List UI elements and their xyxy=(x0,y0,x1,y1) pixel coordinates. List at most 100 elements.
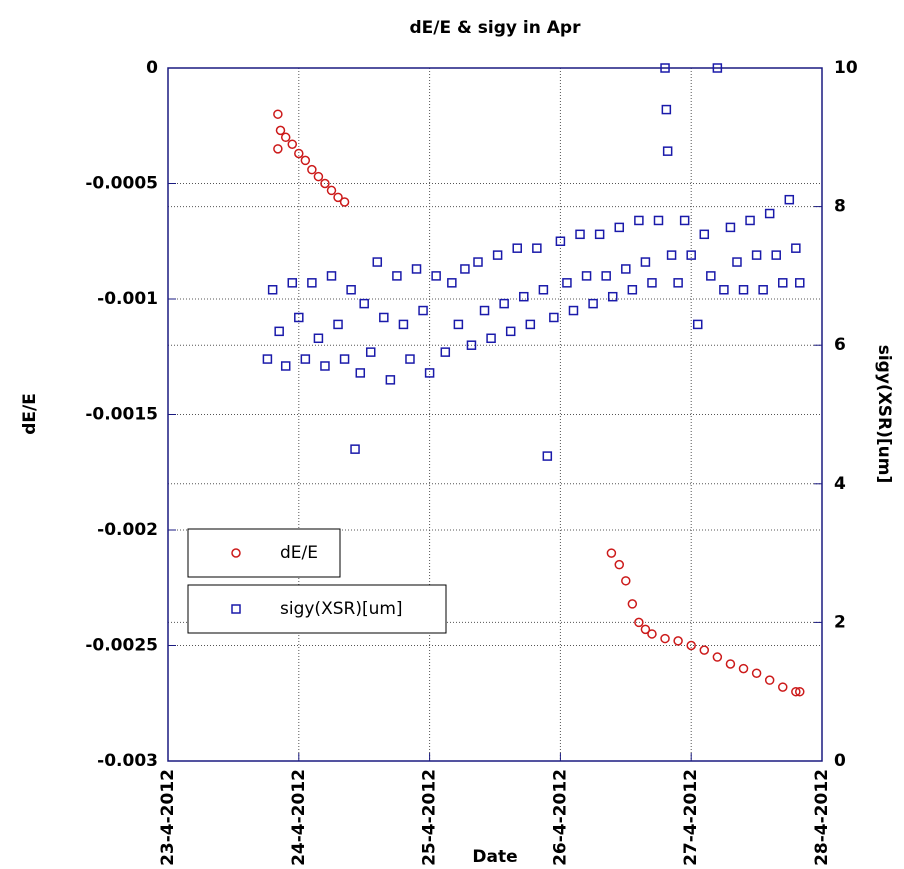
point xyxy=(778,278,788,288)
point xyxy=(300,155,311,166)
point xyxy=(320,178,330,189)
point xyxy=(359,298,369,309)
point xyxy=(738,663,749,674)
x-tick-label: 27-4-2012 xyxy=(681,769,701,866)
point xyxy=(662,146,673,156)
legend-box xyxy=(187,528,341,578)
y-tick-label: -0.0005 xyxy=(85,174,158,194)
point xyxy=(499,298,509,309)
y-tick-label: 0 xyxy=(146,58,158,78)
point xyxy=(313,333,324,344)
x-tick-label: 26-4-2012 xyxy=(550,769,570,866)
y2-tick-label: 10 xyxy=(834,58,858,78)
point xyxy=(320,361,330,371)
y2-axis-label: sigy(XSR)[um] xyxy=(874,345,894,484)
point xyxy=(712,63,723,73)
point xyxy=(473,257,483,267)
legend-label: dE/E xyxy=(280,543,318,563)
point xyxy=(634,215,644,226)
point xyxy=(568,305,579,316)
point xyxy=(424,368,435,378)
point xyxy=(294,148,304,159)
point xyxy=(492,250,503,260)
point xyxy=(405,354,415,364)
point xyxy=(333,192,343,203)
point xyxy=(627,599,638,609)
point xyxy=(614,222,625,233)
point xyxy=(745,215,755,226)
y-tick-label: -0.0025 xyxy=(85,636,158,656)
point xyxy=(549,312,559,323)
point xyxy=(440,347,451,357)
y2-tick-label: 8 xyxy=(834,197,846,217)
point xyxy=(581,271,592,281)
x-tick-label: 25-4-2012 xyxy=(420,769,440,866)
point xyxy=(479,305,490,316)
point xyxy=(673,636,683,646)
point xyxy=(712,652,723,662)
point xyxy=(287,139,298,149)
point xyxy=(486,333,496,344)
point xyxy=(640,624,651,635)
point xyxy=(294,312,304,323)
point xyxy=(466,340,477,350)
point xyxy=(411,264,422,274)
point xyxy=(385,375,396,385)
point xyxy=(525,319,536,330)
point xyxy=(686,250,696,260)
point xyxy=(764,208,775,219)
point xyxy=(307,164,317,175)
point xyxy=(365,347,376,357)
point xyxy=(326,185,337,196)
point xyxy=(555,236,566,246)
legend-label: sigy(XSR)[um] xyxy=(280,599,403,619)
point xyxy=(339,197,350,207)
y-tick-label: -0.002 xyxy=(97,520,158,540)
point xyxy=(661,104,672,115)
point xyxy=(614,559,625,570)
point xyxy=(621,576,631,586)
point xyxy=(784,194,795,205)
y-axis-label: dE/E xyxy=(20,393,40,435)
point xyxy=(607,291,618,302)
point xyxy=(532,243,542,253)
point xyxy=(333,319,343,330)
point xyxy=(732,257,742,267)
point xyxy=(538,285,549,295)
point xyxy=(725,222,736,233)
point xyxy=(634,617,644,628)
y-tick-label: -0.003 xyxy=(97,751,158,771)
y-tick-label: -0.0015 xyxy=(85,405,158,425)
point xyxy=(379,312,389,323)
point xyxy=(300,354,311,364)
point xyxy=(647,629,657,639)
point xyxy=(575,229,585,240)
point xyxy=(666,250,677,260)
point xyxy=(267,285,278,295)
point xyxy=(273,109,283,119)
point xyxy=(398,319,409,330)
point xyxy=(640,257,651,267)
point xyxy=(751,250,762,260)
point xyxy=(791,686,801,697)
plot-frame xyxy=(167,67,823,762)
y2-tick-label: 0 xyxy=(834,751,846,771)
point xyxy=(505,326,516,337)
chart-title: dE/E & sigy in Apr xyxy=(410,18,582,38)
x-tick-label: 23-4-2012 xyxy=(158,769,178,866)
point xyxy=(795,278,805,288)
y2-tick-label: 4 xyxy=(834,474,846,494)
point xyxy=(418,305,428,316)
point xyxy=(795,686,805,697)
point xyxy=(751,668,762,678)
point xyxy=(280,132,291,143)
point xyxy=(764,675,775,685)
point xyxy=(326,271,337,281)
legend-box xyxy=(187,584,447,634)
legend: dE/E sigy(XSR)[um] xyxy=(187,528,447,634)
point xyxy=(653,215,664,226)
x-tick-label: 24-4-2012 xyxy=(289,769,309,866)
point xyxy=(280,361,291,371)
point xyxy=(627,285,638,295)
